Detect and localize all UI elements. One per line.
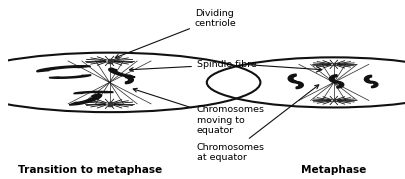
Text: Chromosomes
moving to
equator: Chromosomes moving to equator: [133, 88, 264, 135]
Polygon shape: [371, 81, 377, 88]
Polygon shape: [49, 75, 91, 78]
Polygon shape: [74, 91, 113, 94]
Polygon shape: [336, 81, 343, 88]
Polygon shape: [329, 75, 336, 83]
Polygon shape: [37, 66, 90, 72]
Text: Dividing
centriole: Dividing centriole: [115, 9, 236, 58]
Text: Metaphase: Metaphase: [301, 165, 366, 175]
Polygon shape: [364, 75, 371, 83]
Polygon shape: [69, 94, 101, 105]
Text: Chromosomes
at equator: Chromosomes at equator: [196, 85, 318, 162]
Polygon shape: [295, 82, 303, 89]
Polygon shape: [288, 74, 295, 83]
Polygon shape: [125, 76, 133, 84]
Text: Spindle fibre: Spindle fibre: [129, 60, 256, 71]
Text: Transition to metaphase: Transition to metaphase: [17, 165, 162, 175]
Polygon shape: [109, 68, 135, 77]
